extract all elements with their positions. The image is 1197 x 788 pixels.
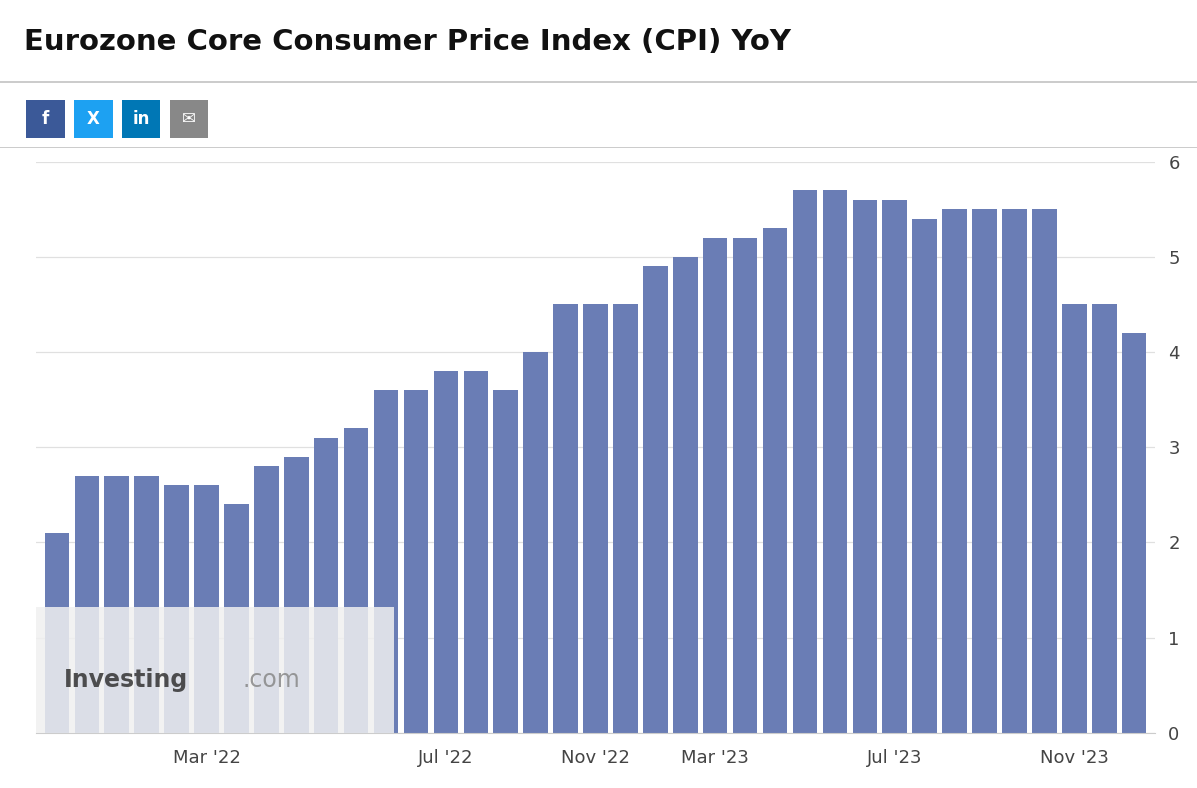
Bar xyxy=(104,476,129,733)
Bar xyxy=(613,304,638,733)
Bar xyxy=(164,485,189,733)
Bar xyxy=(523,352,548,733)
Bar xyxy=(134,476,159,733)
Bar xyxy=(284,457,309,733)
Bar xyxy=(673,257,698,733)
Bar xyxy=(224,504,249,733)
Bar xyxy=(643,266,668,733)
Text: Eurozone Core Consumer Price Index (CPI) YoY: Eurozone Core Consumer Price Index (CPI)… xyxy=(24,28,791,56)
Bar xyxy=(733,238,758,733)
Bar xyxy=(314,437,339,733)
Bar xyxy=(972,209,997,733)
Bar xyxy=(493,390,518,733)
Bar xyxy=(1122,333,1147,733)
Bar xyxy=(194,485,219,733)
Bar xyxy=(74,476,99,733)
Bar xyxy=(36,607,394,733)
Bar xyxy=(762,229,788,733)
Bar xyxy=(942,209,967,733)
Bar xyxy=(822,190,847,733)
Bar xyxy=(882,199,907,733)
Bar xyxy=(703,238,728,733)
Text: Investing: Investing xyxy=(63,668,188,692)
Bar xyxy=(44,533,69,733)
Bar xyxy=(583,304,608,733)
Bar xyxy=(792,190,818,733)
Text: ✉: ✉ xyxy=(182,110,196,128)
Bar xyxy=(912,219,937,733)
Bar xyxy=(1032,209,1057,733)
Bar xyxy=(403,390,429,733)
Text: in: in xyxy=(133,110,150,128)
Bar xyxy=(344,428,369,733)
Text: X: X xyxy=(87,110,99,128)
Bar xyxy=(1062,304,1087,733)
Bar xyxy=(852,199,877,733)
Text: .com: .com xyxy=(243,668,300,692)
Bar xyxy=(433,371,458,733)
Bar xyxy=(463,371,488,733)
Bar xyxy=(254,466,279,733)
Bar xyxy=(1092,304,1117,733)
Text: f: f xyxy=(42,110,49,128)
Bar xyxy=(553,304,578,733)
Bar xyxy=(1002,209,1027,733)
Bar xyxy=(373,390,399,733)
